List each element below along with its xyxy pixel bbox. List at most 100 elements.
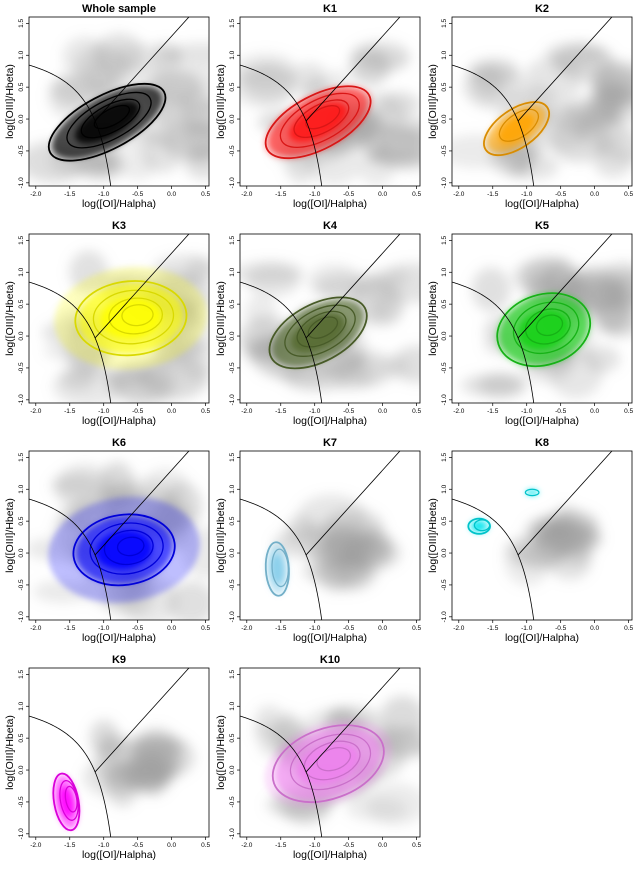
y-tick-label: 0.0 (229, 765, 236, 774)
seyfert-liner-line (305, 234, 401, 339)
y-tick-label: 1.5 (18, 18, 25, 27)
seyfert-liner-line (94, 17, 190, 122)
plot-frame (239, 450, 421, 621)
y-tick-label: -0.5 (441, 362, 448, 374)
density-contour (496, 292, 592, 368)
y-tick-label: -0.5 (441, 145, 448, 157)
x-tick-label: -2.0 (241, 842, 253, 849)
y-axis-label: log([OIII]/Hbeta) (4, 281, 16, 356)
y-tick-label: 0.5 (441, 516, 448, 525)
bpt-diagram: K9 -2.0 -1.5 -1.0 -0.5 0.0 0.5 -1.0 -0.5 0.0 0.5 1.… (4, 654, 211, 861)
y-tick-label: 0.5 (441, 82, 448, 91)
x-tick-label: 0.5 (624, 408, 633, 415)
density-contour (268, 296, 368, 370)
density-contour (59, 779, 79, 821)
x-tick-label: 0.5 (412, 191, 421, 198)
density-contour (74, 280, 188, 357)
seyfert-liner-line (305, 668, 401, 773)
y-tick-label: 1.5 (441, 235, 448, 244)
density-contour (103, 529, 154, 566)
seyfert-liner-line (94, 451, 190, 556)
y-axis-label: log([OIII]/Hbeta) (4, 64, 16, 139)
panel-title: Whole sample (82, 3, 156, 15)
density-contour (93, 104, 131, 130)
panel-k8: K8 -2.0 -1.5 -1.0 -0.5 0.0 0.5 -1.0 -0.5 0.0 0.5 1.… (423, 434, 634, 651)
y-tick-label: -1.0 (229, 177, 236, 189)
plot-frame (451, 233, 633, 404)
y-tick-label: -1.0 (229, 828, 236, 840)
y-tick-label: -0.5 (18, 145, 25, 157)
x-axis-label: log([OI]/Halpha) (82, 632, 156, 644)
x-tick-label: -0.5 (555, 191, 567, 198)
panel-title: K6 (112, 437, 126, 449)
y-tick-label: 1.5 (441, 18, 448, 27)
x-tick-label: -1.5 (64, 408, 76, 415)
demarcation-curve (29, 281, 112, 403)
x-tick-label: -2.0 (453, 408, 465, 415)
density-contour (72, 513, 176, 587)
panel-title: K7 (323, 437, 337, 449)
demarcation-curve (452, 498, 535, 620)
x-tick-label: -0.5 (555, 625, 567, 632)
y-tick-label: -0.5 (229, 579, 236, 591)
panel-k3: K3 -2.0 -1.5 -1.0 -0.5 0.0 0.5 -1.0 -0.5 0.0 0.5 1.… (0, 217, 211, 434)
x-tick-label: -2.0 (30, 625, 42, 632)
density-contour (498, 108, 540, 142)
y-tick-label: 0.5 (229, 299, 236, 308)
x-tick-label: -1.0 (309, 625, 321, 632)
background-density (273, 494, 402, 593)
x-tick-label: -2.0 (241, 191, 253, 198)
y-tick-label: 1.0 (229, 701, 236, 710)
x-tick-label: -1.0 (98, 842, 110, 849)
plot-frame (239, 667, 421, 838)
panel-k2: K2 -2.0 -1.5 -1.0 -0.5 0.0 0.5 -1.0 -0.5 0.0 0.5 1.… (423, 0, 634, 217)
x-axis-label: log([OI]/Halpha) (505, 415, 579, 427)
y-tick-label: -0.5 (18, 579, 25, 591)
demarcation-curve (240, 715, 323, 837)
density-contour (473, 519, 491, 532)
bpt-diagram: K10 -2.0 -1.5 -1.0 -0.5 0.0 0.5 -1.0 -0.5 0.0 0.5 1… (215, 654, 422, 861)
panel-title: K10 (320, 654, 340, 666)
y-tick-label: 1.0 (18, 484, 25, 493)
x-tick-label: -0.5 (343, 408, 355, 415)
x-tick-label: 0.0 (378, 842, 387, 849)
x-tick-label: -0.5 (132, 842, 144, 849)
x-tick-label: 0.0 (378, 408, 387, 415)
density-contour (483, 101, 550, 157)
plot-frame (28, 16, 210, 187)
cluster-density (263, 84, 373, 160)
background-density (504, 503, 603, 586)
x-tick-label: -1.5 (487, 191, 499, 198)
background-density (452, 41, 632, 180)
bpt-diagram: K1 -2.0 -1.5 -1.0 -0.5 0.0 0.5 -1.0 -0.5 0.0 0.5 1.… (215, 3, 422, 210)
y-tick-label: -1.0 (18, 177, 25, 189)
density-contour (316, 747, 352, 772)
x-tick-label: -1.0 (309, 408, 321, 415)
y-tick-label: 1.0 (229, 484, 236, 493)
y-tick-label: 1.5 (18, 452, 25, 461)
x-axis-label: log([OI]/Halpha) (82, 198, 156, 210)
x-tick-label: -0.5 (343, 625, 355, 632)
y-tick-label: 1.5 (229, 18, 236, 27)
panel-title: K1 (323, 3, 337, 15)
density-contour (92, 289, 175, 345)
x-axis-label: log([OI]/Halpha) (293, 632, 367, 644)
y-axis-label: log([OIII]/Hbeta) (427, 498, 439, 573)
y-axis-label: log([OIII]/Hbeta) (215, 64, 227, 139)
y-tick-label: 0.5 (18, 82, 25, 91)
density-contour (52, 772, 81, 832)
y-axis-label: log([OIII]/Hbeta) (215, 715, 227, 790)
y-tick-label: 0.0 (18, 331, 25, 340)
density-contour (289, 733, 372, 791)
plot-frame (451, 450, 633, 621)
y-tick-label: 0.0 (18, 114, 25, 123)
y-tick-label: -0.5 (18, 362, 25, 374)
seyfert-liner-line (517, 17, 613, 122)
x-tick-label: -2.0 (30, 842, 42, 849)
y-tick-label: 1.0 (229, 50, 236, 59)
x-tick-label: -0.5 (132, 625, 144, 632)
demarcation-curve (240, 64, 323, 186)
plot-frame (28, 450, 210, 621)
x-axis-label: log([OI]/Halpha) (505, 198, 579, 210)
x-tick-label: -1.0 (309, 842, 321, 849)
